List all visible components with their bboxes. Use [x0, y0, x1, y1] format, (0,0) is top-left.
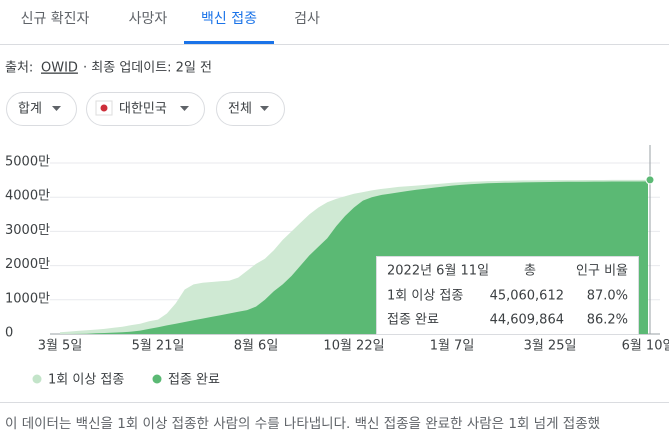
tab[interactable]: 검사 [294, 11, 320, 27]
x-tick-label: 1월 7일 [430, 339, 475, 354]
hover-point [645, 175, 655, 185]
tooltip-total: 45,060,612 [490, 289, 564, 304]
y-tick-label: 5000만 [5, 155, 50, 170]
filter-button[interactable] [6, 92, 77, 126]
legend-label: 1회 이상 접종 [48, 373, 124, 388]
tooltip-label: 1회 이상 접종 [387, 289, 463, 304]
x-tick-label: 5월 21일 [132, 339, 185, 354]
dropdown-arrow [260, 106, 269, 111]
legend-label: 접종 완료 [168, 373, 220, 388]
filter-button[interactable] [86, 92, 205, 126]
flag-emblem [100, 104, 108, 112]
tooltip-share: 87.0% [587, 289, 628, 304]
tooltip-header: 인구 비율 [576, 264, 628, 279]
filter-label[interactable]: 합계 [18, 102, 42, 117]
tooltip-title: 2022년 6월 11일 [387, 264, 489, 279]
tab[interactable]: 신규 확진자 [21, 11, 90, 27]
note: 이 데이터는 백신을 1회 이상 접종한 사람의 수를 나타냅니다. 백신 접종… [5, 416, 600, 432]
active-tab-indicator [184, 41, 274, 44]
y-tick-label: 2000만 [5, 257, 50, 272]
x-tick-label: 10월 22일 [323, 339, 384, 354]
tooltip-label: 접종 완료 [387, 313, 439, 328]
x-tick-label: 3월 5일 [38, 339, 83, 354]
x-tick-label: 3월 25일 [524, 339, 577, 354]
x-tick-label: 6월 10일 [622, 339, 669, 354]
tab[interactable]: 백신 접종 [201, 11, 257, 27]
y-tick-label: 4000만 [5, 189, 50, 204]
x-tick-label: 8월 6일 [234, 339, 279, 354]
source-prefix: 출처: [5, 61, 33, 76]
dropdown-arrow [180, 106, 189, 111]
source-link[interactable]: OWID [41, 61, 78, 76]
legend-marker [32, 374, 42, 384]
y-tick-label: 3000만 [5, 223, 50, 238]
tooltip-total: 44,609,864 [490, 313, 564, 328]
tooltip-share: 86.2% [587, 313, 628, 328]
y-tick-label: 1000만 [5, 291, 50, 306]
tooltip-header: 총 [524, 264, 536, 279]
y-tick-label: 0 [5, 326, 13, 341]
tooltip-box [376, 256, 639, 335]
dropdown-arrow [52, 106, 61, 111]
filter-label[interactable]: 전체 [228, 102, 252, 117]
source-updated: · 최종 업데이트: 2일 전 [83, 61, 212, 76]
legend-marker [152, 374, 162, 384]
tooltip: 2022년 6월 11일 총 인구 비율 1회 이상 접종 45,060,612 87.0… [376, 256, 639, 335]
filter-button[interactable] [216, 92, 285, 126]
filter-label[interactable]: 대한민국 [119, 102, 167, 117]
tab[interactable]: 사망자 [129, 11, 168, 27]
